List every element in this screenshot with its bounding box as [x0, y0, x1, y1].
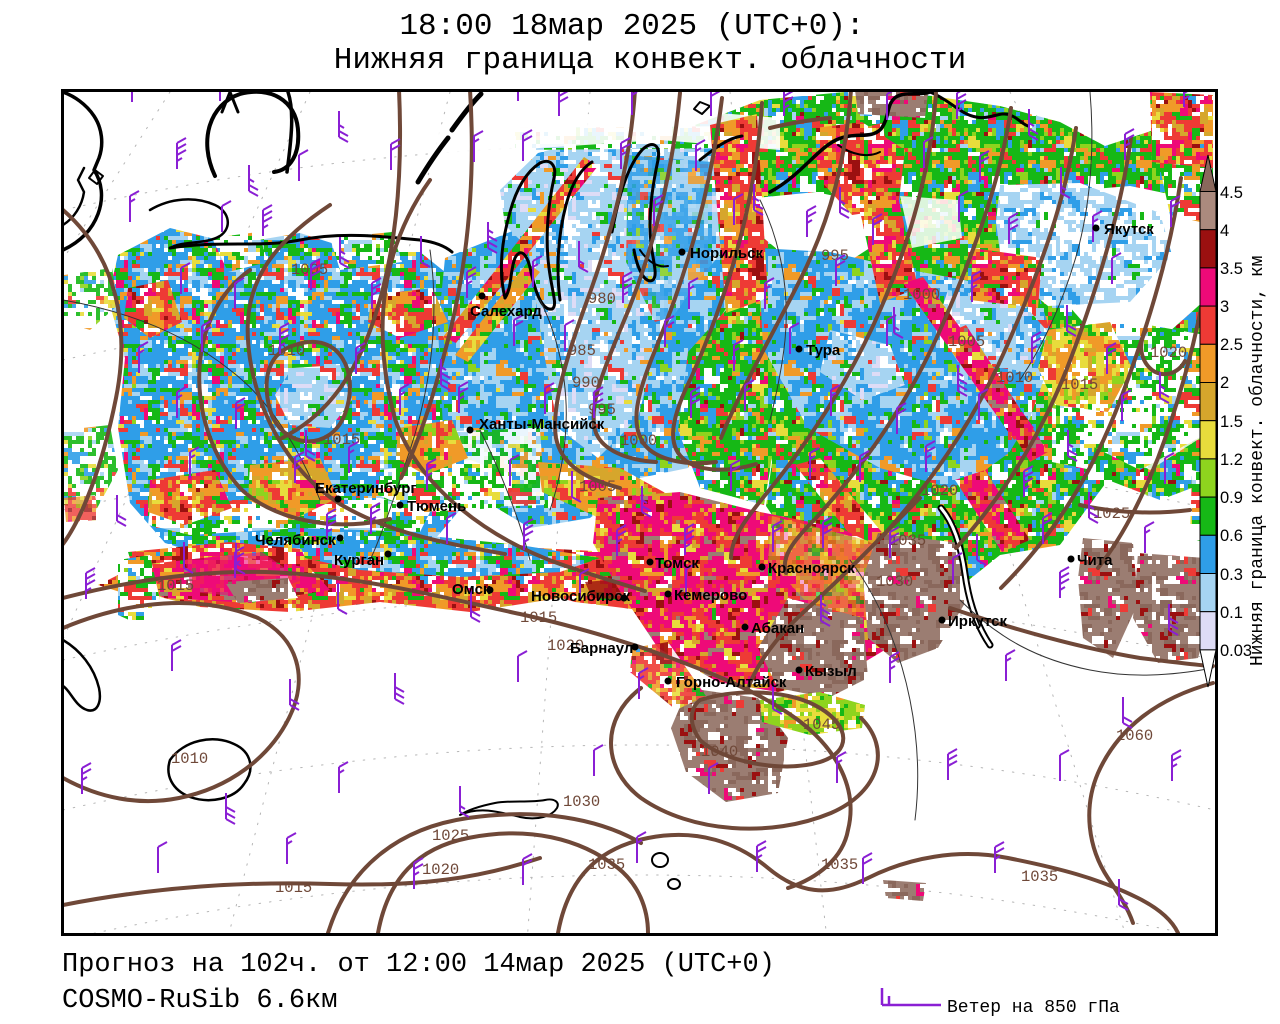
- svg-text:Ветер на 850 гПа: Ветер на 850 гПа: [947, 998, 1120, 1018]
- svg-text:Нижняя граница конвект. облачн: Нижняя граница конвект. облачности: [334, 43, 967, 78]
- svg-text:995: 995: [821, 247, 849, 265]
- svg-text:1040: 1040: [701, 743, 738, 761]
- svg-text:Чита: Чита: [1077, 552, 1113, 569]
- svg-text:1000: 1000: [620, 432, 657, 450]
- svg-text:Абакан: Абакан: [751, 620, 804, 637]
- svg-text:1045: 1045: [803, 716, 840, 734]
- svg-text:4.5: 4.5: [1220, 184, 1243, 202]
- svg-text:2: 2: [1220, 374, 1229, 392]
- svg-text:Омск: Омск: [452, 581, 491, 598]
- svg-text:1005: 1005: [948, 333, 985, 351]
- svg-text:3.5: 3.5: [1220, 260, 1243, 278]
- svg-text:Новосибирск: Новосибирск: [531, 588, 631, 605]
- svg-text:Ханты-Мансийск: Ханты-Мансийск: [479, 416, 605, 433]
- svg-text:Кемерово: Кемерово: [674, 587, 747, 604]
- svg-text:1020: 1020: [1150, 344, 1187, 362]
- svg-text:Горно-Алтайск: Горно-Алтайск: [676, 674, 787, 691]
- svg-text:1020: 1020: [422, 861, 459, 879]
- svg-text:1005: 1005: [291, 261, 328, 279]
- svg-text:980: 980: [588, 290, 616, 308]
- svg-text:1010: 1010: [171, 750, 208, 768]
- svg-text:1035: 1035: [821, 856, 858, 874]
- svg-text:Курган: Курган: [334, 552, 384, 569]
- svg-text:0.3: 0.3: [1220, 566, 1243, 584]
- svg-text:1010: 1010: [996, 369, 1033, 387]
- svg-text:Красноярск: Красноярск: [768, 560, 855, 577]
- svg-text:Иркутск: Иркутск: [948, 613, 1007, 630]
- svg-text:1.5: 1.5: [1220, 413, 1243, 431]
- svg-text:18:00 18мар 2025 (UTC+0):: 18:00 18мар 2025 (UTC+0):: [399, 9, 864, 44]
- svg-text:990: 990: [572, 374, 600, 392]
- svg-text:0.1: 0.1: [1220, 604, 1243, 622]
- svg-text:0.03: 0.03: [1220, 642, 1252, 660]
- svg-text:Томск: Томск: [655, 555, 699, 572]
- svg-text:1035: 1035: [1021, 868, 1058, 886]
- svg-text:1010: 1010: [268, 342, 305, 360]
- svg-text:1030: 1030: [563, 793, 600, 811]
- svg-text:1020: 1020: [921, 482, 958, 500]
- svg-text:1025: 1025: [1093, 505, 1130, 523]
- svg-text:Кызыл: Кызыл: [805, 663, 857, 680]
- svg-text:1000: 1000: [903, 286, 940, 304]
- svg-text:Норильск: Норильск: [690, 245, 763, 262]
- svg-text:1015: 1015: [157, 577, 194, 595]
- svg-text:1.2: 1.2: [1220, 451, 1243, 469]
- svg-text:2.5: 2.5: [1220, 336, 1243, 354]
- svg-text:Челябинск: Челябинск: [255, 532, 336, 549]
- svg-text:1015: 1015: [1061, 376, 1098, 394]
- svg-text:1015: 1015: [323, 431, 360, 449]
- svg-text:1025: 1025: [432, 827, 469, 845]
- svg-text:0.9: 0.9: [1220, 489, 1243, 507]
- svg-text:1015: 1015: [520, 609, 557, 627]
- svg-text:1015: 1015: [275, 879, 312, 897]
- svg-text:1020: 1020: [547, 637, 584, 655]
- svg-text:1005: 1005: [579, 478, 616, 496]
- svg-text:Нижняя граница конвект. облачн: Нижняя граница конвект. облачности, км: [1247, 256, 1268, 666]
- svg-text:1035: 1035: [889, 532, 926, 550]
- svg-text:Прогноз на 102ч. от 12:00 14ма: Прогноз на 102ч. от 12:00 14мар 2025 (UT…: [62, 950, 775, 980]
- svg-text:COSMO-RuSib 6.6км: COSMO-RuSib 6.6км: [62, 986, 337, 1016]
- svg-text:Салехард: Салехард: [470, 303, 542, 320]
- svg-text:Тура: Тура: [806, 342, 841, 359]
- svg-text:Екатеринбург: Екатеринбург: [315, 480, 417, 497]
- svg-text:1060: 1060: [1116, 727, 1153, 745]
- svg-text:1030: 1030: [876, 573, 913, 591]
- svg-text:Барнаул: Барнаул: [570, 640, 633, 657]
- svg-text:985: 985: [568, 342, 596, 360]
- svg-text:0.6: 0.6: [1220, 527, 1243, 545]
- svg-text:3: 3: [1220, 298, 1229, 316]
- svg-text:Якутск: Якутск: [1104, 221, 1154, 238]
- svg-text:1035: 1035: [588, 856, 625, 874]
- svg-text:Тюмень: Тюмень: [407, 498, 466, 515]
- svg-text:4: 4: [1220, 222, 1229, 240]
